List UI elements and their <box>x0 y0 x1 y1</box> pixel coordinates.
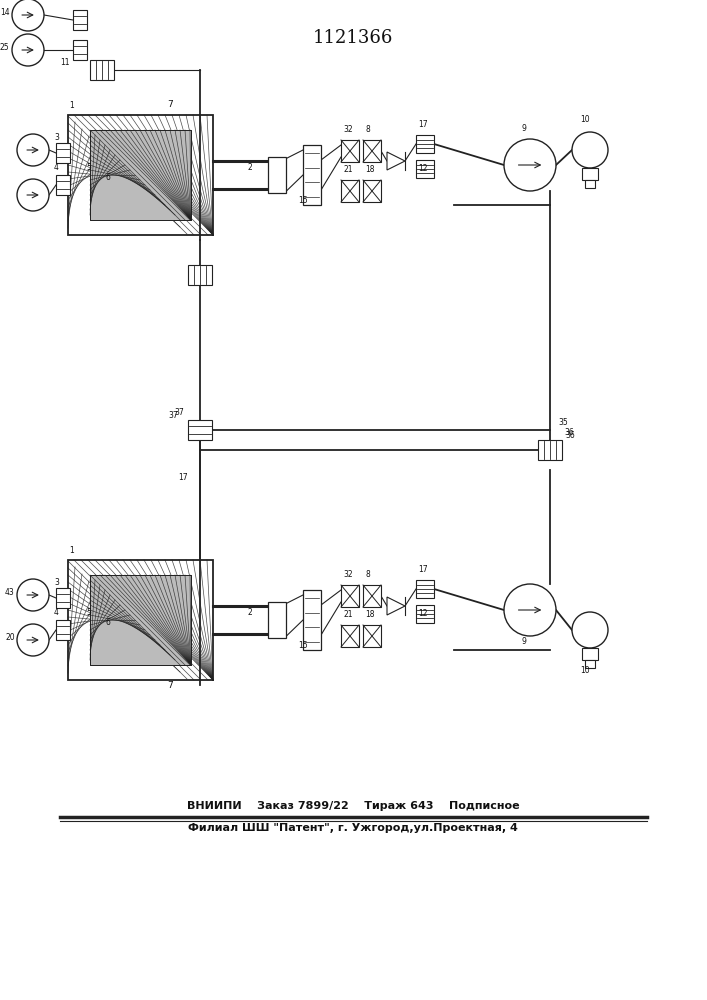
Bar <box>585 180 595 188</box>
Text: 8: 8 <box>365 125 370 134</box>
Text: 3: 3 <box>54 578 59 587</box>
Text: Филиал ШШ "Патент", г. Ужгород,ул.Проектная, 4: Филиал ШШ "Патент", г. Ужгород,ул.Проект… <box>188 823 518 833</box>
Bar <box>90 130 191 220</box>
Text: 14: 14 <box>0 8 10 17</box>
Circle shape <box>572 612 608 648</box>
Bar <box>341 585 359 607</box>
Bar <box>582 168 598 180</box>
Circle shape <box>17 134 49 166</box>
Text: 3: 3 <box>54 133 59 142</box>
Text: 1: 1 <box>69 101 74 110</box>
Text: 5: 5 <box>86 608 91 617</box>
Bar <box>268 157 286 193</box>
Bar <box>90 130 191 220</box>
Bar <box>73 10 87 30</box>
Text: 9: 9 <box>522 637 527 646</box>
Bar <box>416 605 434 623</box>
Bar <box>582 648 598 660</box>
Text: 21: 21 <box>343 610 353 619</box>
Text: 37: 37 <box>174 408 184 417</box>
Bar <box>188 265 212 285</box>
Text: 6: 6 <box>106 173 111 182</box>
Text: 32: 32 <box>343 125 353 134</box>
Circle shape <box>17 179 49 211</box>
Circle shape <box>12 34 44 66</box>
Polygon shape <box>387 152 405 170</box>
Text: 5: 5 <box>86 163 91 172</box>
Bar <box>585 660 595 668</box>
Bar <box>56 175 70 195</box>
Text: 21: 21 <box>343 165 353 174</box>
Bar <box>538 440 562 460</box>
Text: 1121366: 1121366 <box>312 29 393 47</box>
Text: 2: 2 <box>248 608 252 617</box>
Text: 35: 35 <box>558 418 568 427</box>
Bar <box>90 60 114 80</box>
Text: 4: 4 <box>54 608 59 617</box>
Text: 9: 9 <box>522 124 527 133</box>
Text: 11: 11 <box>60 58 69 67</box>
Text: 7: 7 <box>167 681 173 690</box>
Text: 17: 17 <box>178 473 187 482</box>
Text: 6: 6 <box>106 618 111 627</box>
Bar <box>341 180 359 202</box>
Text: 1: 1 <box>69 546 74 555</box>
Bar <box>303 145 321 205</box>
Polygon shape <box>387 597 405 615</box>
Text: 20: 20 <box>5 633 15 642</box>
Bar <box>90 575 191 665</box>
Bar <box>416 580 434 598</box>
Text: 12: 12 <box>418 609 428 618</box>
Text: 18: 18 <box>365 610 375 619</box>
Bar <box>56 588 70 608</box>
Text: 15: 15 <box>298 196 308 205</box>
Bar <box>303 590 321 650</box>
Circle shape <box>17 624 49 656</box>
Text: 25: 25 <box>0 43 10 52</box>
Text: 10: 10 <box>580 666 590 675</box>
Text: 43: 43 <box>5 588 15 597</box>
Bar <box>363 625 381 647</box>
Text: 8: 8 <box>365 570 370 579</box>
Bar <box>341 625 359 647</box>
Text: 10: 10 <box>580 115 590 124</box>
Text: 36: 36 <box>564 428 574 437</box>
Bar <box>341 140 359 162</box>
Bar <box>56 143 70 163</box>
Bar <box>363 140 381 162</box>
Text: 2: 2 <box>248 163 252 172</box>
Bar <box>90 575 191 665</box>
Circle shape <box>12 0 44 31</box>
Circle shape <box>504 584 556 636</box>
Text: 4: 4 <box>54 163 59 172</box>
Bar <box>416 160 434 178</box>
Bar <box>68 560 213 680</box>
Circle shape <box>572 132 608 168</box>
Text: 36: 36 <box>565 431 575 440</box>
Bar <box>188 420 212 440</box>
Bar <box>68 115 213 235</box>
Circle shape <box>504 139 556 191</box>
Text: 12: 12 <box>418 164 428 173</box>
Text: 37: 37 <box>168 411 177 420</box>
Text: 32: 32 <box>343 570 353 579</box>
Bar <box>56 620 70 640</box>
Bar <box>416 135 434 153</box>
Text: 7: 7 <box>167 100 173 109</box>
Bar <box>363 585 381 607</box>
Bar <box>73 40 87 60</box>
Text: 17: 17 <box>418 120 428 129</box>
Circle shape <box>17 579 49 611</box>
Text: 17: 17 <box>418 565 428 574</box>
Bar <box>268 602 286 638</box>
Text: ВНИИПИ    Заказ 7899/22    Тираж 643    Подписное: ВНИИПИ Заказ 7899/22 Тираж 643 Подписное <box>187 801 520 811</box>
Text: 18: 18 <box>365 165 375 174</box>
Bar <box>363 180 381 202</box>
Text: 15: 15 <box>298 641 308 650</box>
